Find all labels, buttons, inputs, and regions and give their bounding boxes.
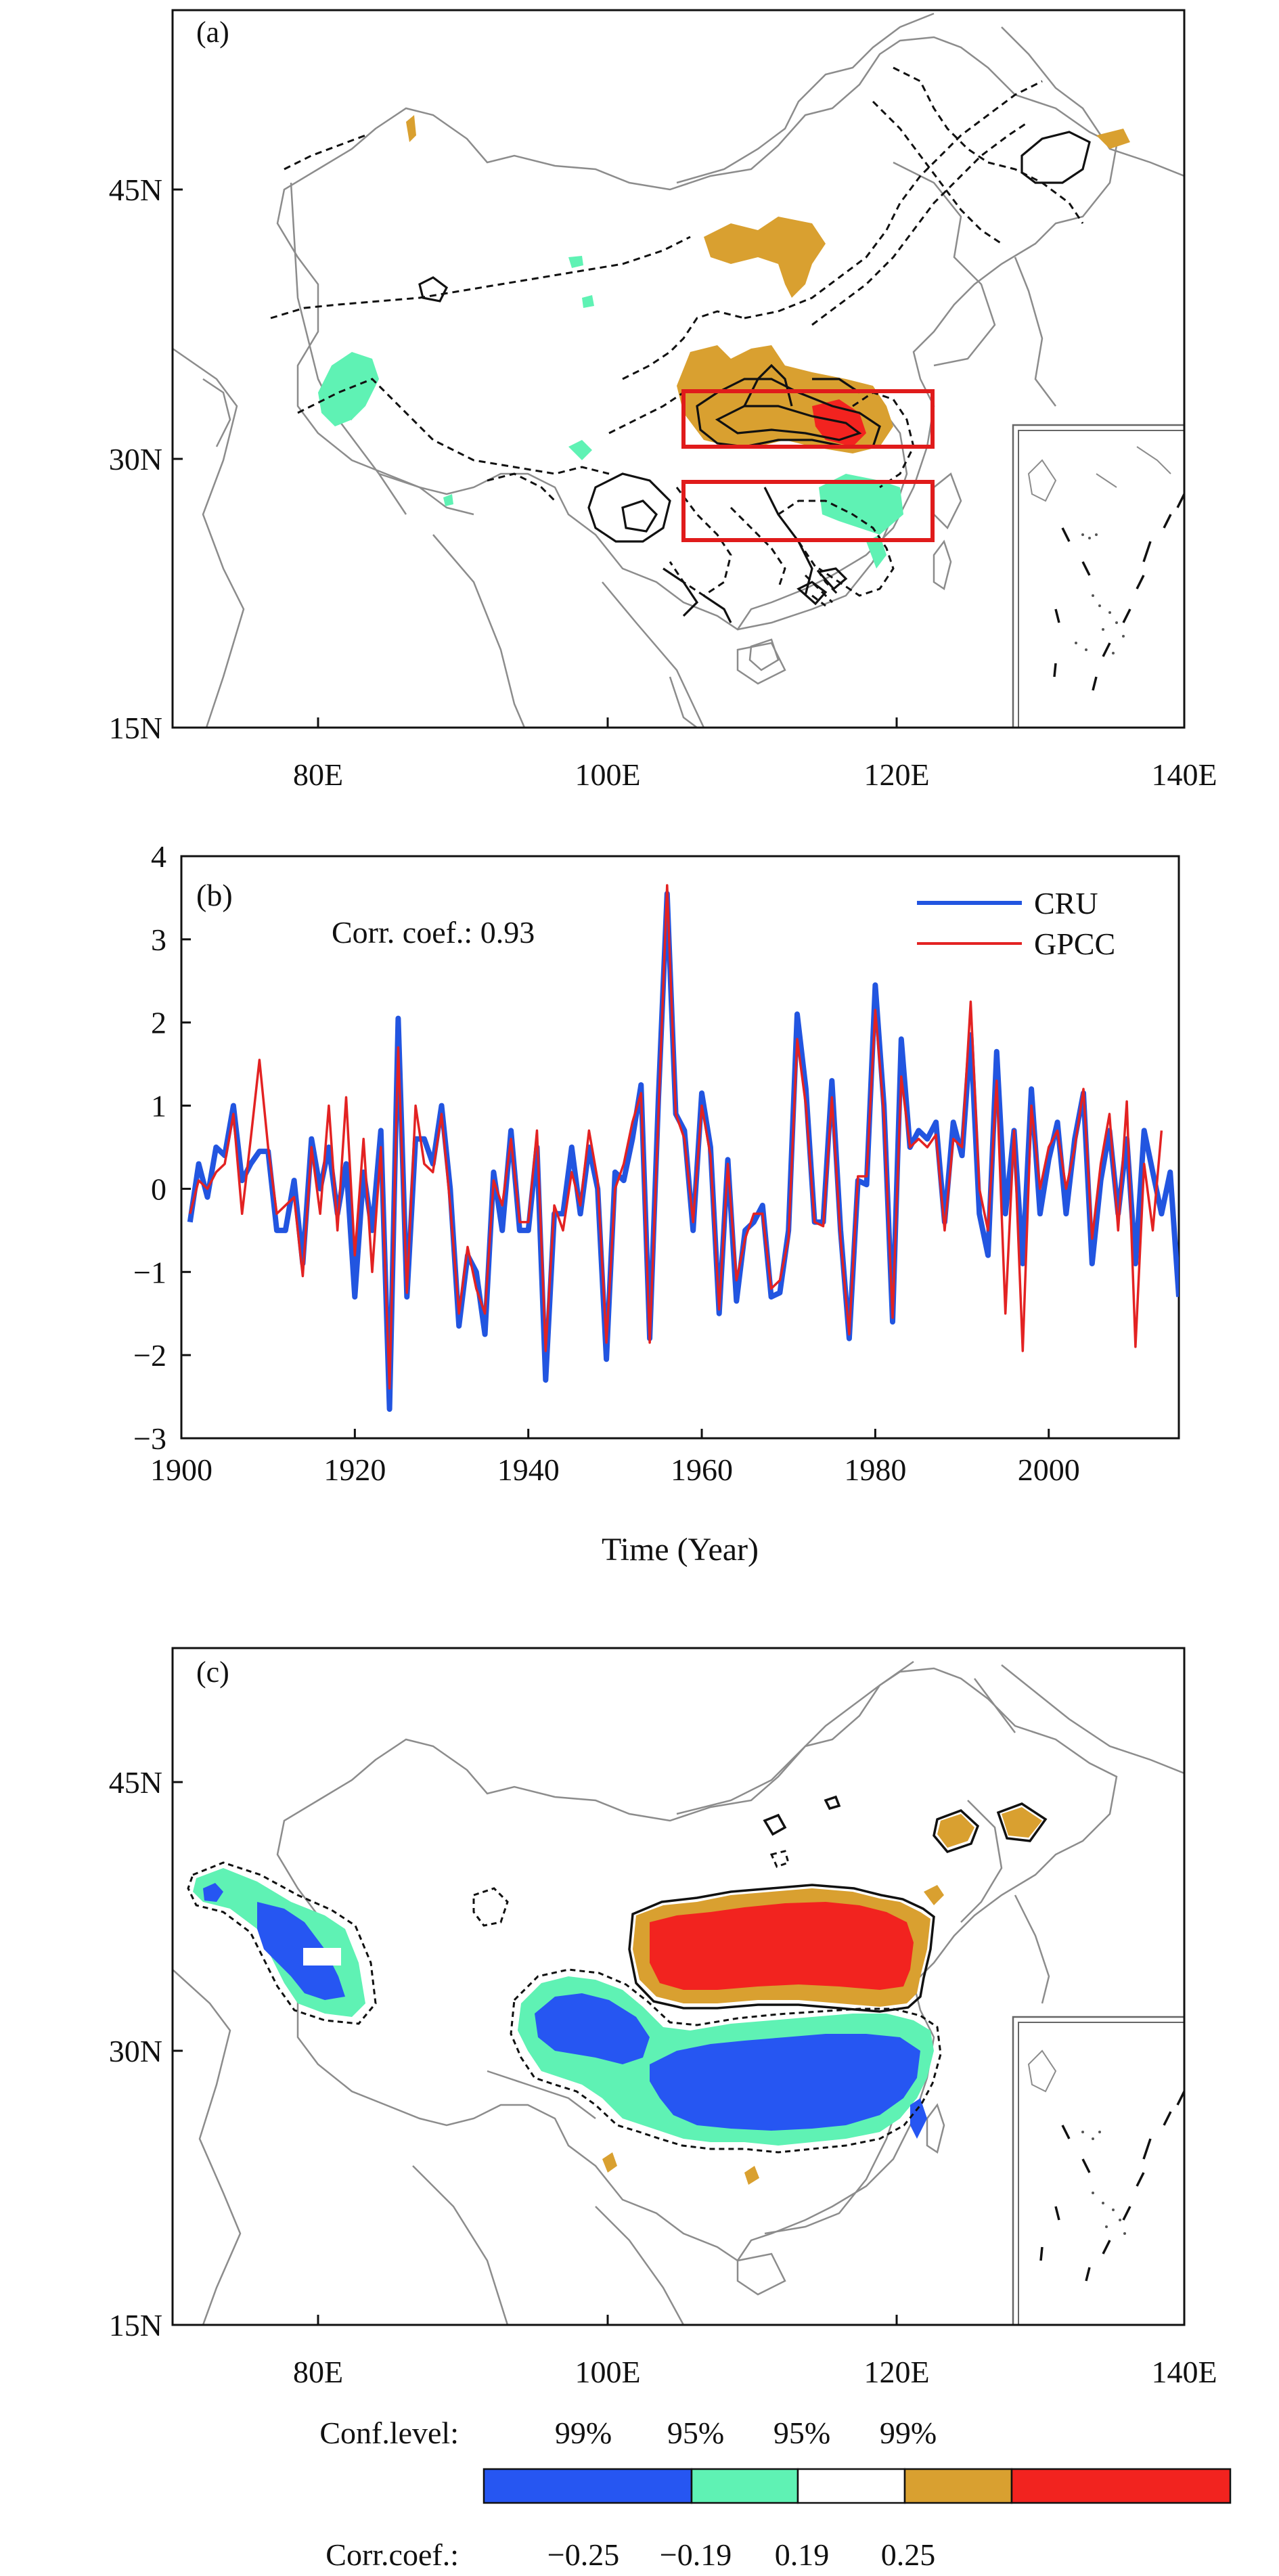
panel-b-xtick-label: 2000 xyxy=(1018,1452,1080,1487)
conf-level-label: 99% xyxy=(880,2416,937,2450)
conf-level-label: 95% xyxy=(667,2416,724,2450)
panel-c-shading xyxy=(193,1807,1042,2185)
panel-c-china-outline xyxy=(276,1667,1118,2262)
panel-a-xtick-label: 100E xyxy=(575,757,640,792)
panel-a-north-box xyxy=(681,389,935,449)
panel-b-corr-annotation: Corr. coef.: 0.93 xyxy=(332,915,535,950)
colorbar-legend: Conf.level: 99% 95% 95% 99% Corr.coef.: … xyxy=(319,2416,1232,2572)
panel-a-ticks xyxy=(173,188,1186,729)
conf-level-label: 99% xyxy=(555,2416,612,2450)
panel-b-ytick-label: 2 xyxy=(151,1006,166,1040)
panel-a-xtick-label: 140E xyxy=(1151,757,1217,792)
conf-level-label: 95% xyxy=(773,2416,830,2450)
panel-c-taiwan xyxy=(926,2103,945,2154)
panel-b-ytick-label: −2 xyxy=(133,1338,166,1373)
colorbar-swatch-neg95 xyxy=(690,2468,799,2504)
panel-b-ytick-label: 4 xyxy=(151,839,166,874)
panel-c-ytick-label: 45N xyxy=(109,1765,162,1800)
panel-a-frame xyxy=(171,9,1186,729)
corr-coef-label: −0.19 xyxy=(660,2537,732,2572)
panel-c-xtick-label: 100E xyxy=(575,2355,640,2389)
colorbar-swatch-pos95 xyxy=(903,2468,1013,2504)
panel-c-ytick-label: 15N xyxy=(109,2308,162,2342)
panel-a-ytick-label: 30N xyxy=(109,442,162,476)
panel-a-label: (a) xyxy=(196,16,229,49)
panel-a-hainan xyxy=(748,638,780,671)
panel-b-xlabel: Time (Year) xyxy=(602,1532,759,1568)
panel-a-map: (a) 80E 100E 120E 140E 45N 30N 15N xyxy=(109,9,1217,792)
corr-coef-label: 0.25 xyxy=(881,2537,936,2572)
panel-b-ytick-label: −3 xyxy=(133,1421,166,1456)
panel-c-contours-positive xyxy=(628,1795,1048,2013)
panel-a-contours-negative xyxy=(270,66,1084,607)
series-line-gpcc xyxy=(189,884,1163,1390)
panel-a-south-box xyxy=(681,480,935,542)
panel-b-ytick-label: −1 xyxy=(133,1255,166,1289)
panel-b-xtick-label: 1980 xyxy=(844,1452,906,1487)
panel-b-ytick-label: 1 xyxy=(151,1089,166,1124)
panel-a-xtick-labels: 80E 100E 120E 140E xyxy=(293,757,1217,792)
panel-c-contours-negative xyxy=(187,1850,942,2154)
panel-b-legend: CRU GPCC xyxy=(917,886,1115,961)
corr-coef-label: 0.19 xyxy=(775,2537,830,2572)
panel-a-taiwan xyxy=(933,539,952,591)
panel-a-inset xyxy=(1012,424,1184,728)
colorbar-swatch-insignificant xyxy=(796,2468,906,2504)
panel-c-frame xyxy=(171,1647,1186,2326)
panel-c-map: (c) 80E 100E 120E 140E 45N 30N 15N Conf.… xyxy=(109,1647,1232,2572)
panel-b-xtick-label: 1920 xyxy=(323,1452,386,1487)
panel-a-xtick-label: 120E xyxy=(863,757,929,792)
panel-c-ticks xyxy=(173,1781,1186,2326)
legend-label-gpcc: GPCC xyxy=(1034,927,1115,961)
panel-b-label: (b) xyxy=(196,878,233,912)
panel-b-xtick-label: 1940 xyxy=(497,1452,560,1487)
panel-c-ytick-label: 30N xyxy=(109,2034,162,2068)
legend-label-cru: CRU xyxy=(1034,886,1098,920)
panel-c-ytick-labels: 45N 30N 15N xyxy=(109,1765,162,2342)
panel-c-xtick-labels: 80E 100E 120E 140E xyxy=(293,2355,1217,2389)
panel-a-ytick-label: 45N xyxy=(109,173,162,207)
panel-c-xtick-label: 140E xyxy=(1151,2355,1217,2389)
panel-b-ytick-label: 3 xyxy=(151,923,166,957)
colorbar-swatch-pos99 xyxy=(1010,2468,1232,2504)
corr-coef-label: −0.25 xyxy=(547,2537,619,2572)
panel-b-xtick-label: 1900 xyxy=(150,1452,212,1487)
panel-c-label: (c) xyxy=(196,1656,229,1689)
panel-b-xtick-label: 1960 xyxy=(671,1452,733,1487)
panel-a-ytick-labels: 45N 30N 15N xyxy=(109,173,162,745)
panel-a-ytick-label: 15N xyxy=(109,711,162,745)
panel-b-frame xyxy=(180,855,1180,1440)
panel-c-xtick-label: 80E xyxy=(293,2355,343,2389)
corr-coef-title: Corr.coef.: xyxy=(326,2537,459,2572)
panel-b-ytick-label: 0 xyxy=(151,1172,166,1206)
colorbar-swatch-neg99 xyxy=(483,2468,693,2504)
panel-a-xtick-label: 80E xyxy=(293,757,343,792)
panel-a-shading xyxy=(318,115,1130,569)
conf-level-title: Conf.level: xyxy=(319,2416,459,2450)
panel-c-inset xyxy=(1012,2016,1184,2325)
panel-c-xtick-label: 120E xyxy=(863,2355,929,2389)
